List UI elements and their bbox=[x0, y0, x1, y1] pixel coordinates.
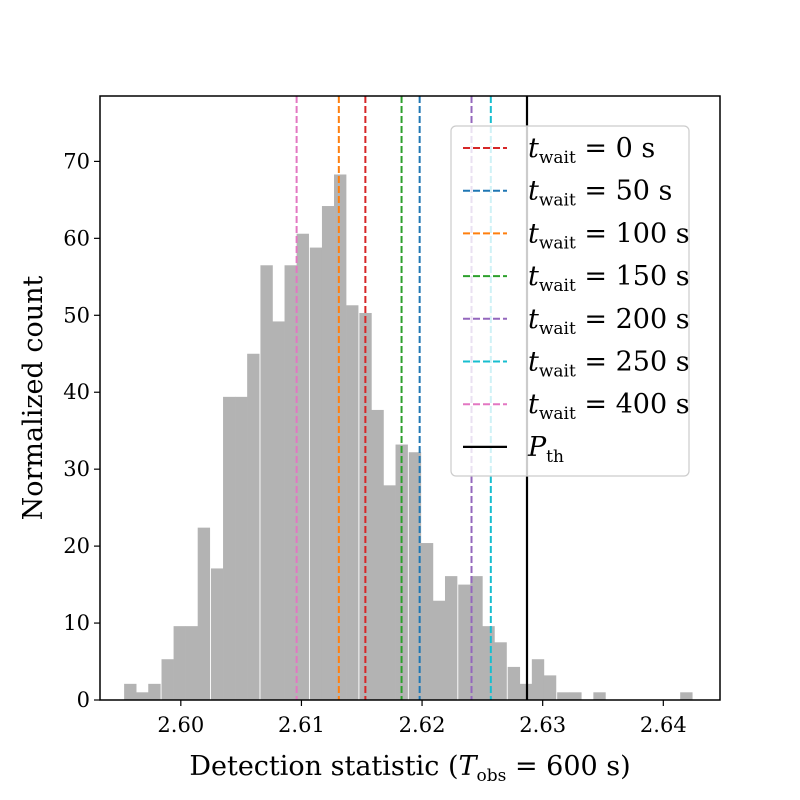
histogram-bar bbox=[444, 576, 458, 700]
y-tick-label: 50 bbox=[63, 303, 90, 327]
histogram-bar bbox=[346, 305, 359, 700]
legend-label: twait = 50 s bbox=[528, 176, 672, 211]
histogram-bar bbox=[557, 692, 570, 700]
histogram-bar bbox=[482, 626, 495, 700]
histogram-bar bbox=[383, 485, 396, 700]
legend-frame bbox=[450, 125, 690, 477]
histogram-bar bbox=[161, 659, 174, 700]
legend-label: Pth bbox=[527, 432, 564, 467]
histogram-bar bbox=[284, 265, 297, 700]
y-axis-label: Normalized count bbox=[18, 275, 49, 520]
legend-label: twait = 200 s bbox=[528, 304, 690, 339]
histogram-bar bbox=[432, 600, 446, 700]
x-axis-label: Detection statistic (Tobs = 600 s) bbox=[189, 751, 630, 786]
x-tick-label: 2.63 bbox=[519, 713, 566, 737]
x-tick-label: 2.61 bbox=[278, 713, 325, 737]
legend-label: twait = 250 s bbox=[528, 347, 690, 382]
histogram-bar bbox=[408, 452, 422, 700]
x-tick-label: 2.62 bbox=[399, 713, 446, 737]
histogram-bar bbox=[296, 233, 309, 701]
x-axis-ticks: 2.60 2.61 2.62 2.63 2.64 bbox=[157, 700, 687, 737]
y-tick-label: 40 bbox=[63, 380, 90, 404]
histogram-bar bbox=[543, 675, 557, 700]
y-axis-ticks: 0 10 20 30 40 50 60 70 bbox=[63, 149, 100, 712]
histogram-bar bbox=[136, 692, 149, 700]
histogram-bar bbox=[321, 206, 335, 700]
x-tick-label: 2.60 bbox=[157, 713, 204, 737]
legend-label: twait = 400 s bbox=[528, 389, 690, 424]
y-tick-label: 30 bbox=[63, 457, 90, 481]
x-tick-label: 2.64 bbox=[640, 713, 687, 737]
histogram-bar bbox=[148, 683, 161, 700]
histogram-bar bbox=[247, 353, 260, 700]
histogram-bar bbox=[680, 692, 693, 700]
histogram-bar bbox=[223, 396, 236, 700]
histogram-bar bbox=[507, 666, 521, 700]
legend: twait = 0 s twait = 50 s twait = 100 s twai… bbox=[450, 125, 690, 477]
y-tick-label: 20 bbox=[63, 534, 90, 558]
histogram-bar bbox=[260, 265, 273, 700]
y-tick-label: 60 bbox=[63, 226, 90, 250]
legend-label: twait = 150 s bbox=[528, 261, 690, 296]
histogram-bar bbox=[309, 247, 323, 700]
histogram-bar bbox=[272, 321, 285, 700]
histogram-bar bbox=[371, 409, 384, 700]
plot-area-frame bbox=[99, 95, 721, 701]
histogram-bar bbox=[531, 659, 545, 700]
histogram-bar bbox=[185, 626, 198, 700]
histogram-bar bbox=[458, 584, 471, 700]
histogram-bars bbox=[124, 174, 693, 701]
legend-label: twait = 0 s bbox=[528, 133, 655, 168]
histogram-bar bbox=[470, 576, 483, 700]
histogram-bar bbox=[420, 543, 434, 700]
histogram-bar bbox=[494, 642, 507, 700]
histogram-bar bbox=[197, 527, 211, 700]
histogram-bar bbox=[124, 683, 137, 700]
y-tick-label: 0 bbox=[77, 688, 90, 712]
y-tick-label: 70 bbox=[63, 149, 90, 173]
histogram-bar bbox=[173, 626, 186, 700]
histogram-bar bbox=[210, 568, 224, 700]
histogram-bar bbox=[569, 692, 582, 700]
histogram-bar bbox=[235, 396, 248, 700]
histogram-bar bbox=[334, 174, 347, 701]
y-tick-label: 10 bbox=[63, 611, 90, 635]
histogram-bar bbox=[593, 692, 606, 700]
legend-label: twait = 100 s bbox=[528, 218, 690, 253]
